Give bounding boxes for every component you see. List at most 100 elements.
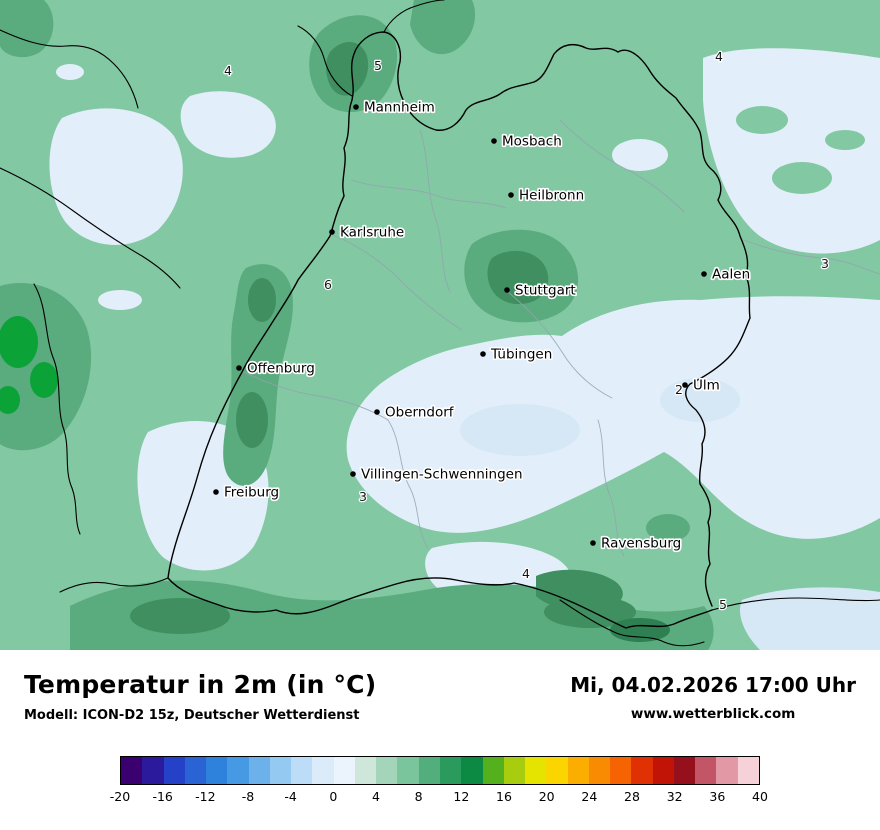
city-label: Aalen xyxy=(712,267,750,283)
colorbar-tick: 12 xyxy=(453,789,470,804)
colorbar-segment xyxy=(227,757,249,784)
website-url: www.wetterblick.com xyxy=(630,706,796,722)
city-label: Heilbronn xyxy=(519,188,584,204)
colorbar-tick: 24 xyxy=(581,789,598,804)
city-dot xyxy=(701,271,707,277)
city-label: Mosbach xyxy=(502,134,562,150)
colorbar-segment xyxy=(525,757,547,784)
city-label: Tübingen xyxy=(490,347,552,363)
temperature-values-layer: 4 5 4 3 6 2 3 4 5 xyxy=(223,48,830,613)
colorbar-segment xyxy=(121,757,143,784)
city-marker: Freiburg xyxy=(213,483,281,502)
colorbar-segment xyxy=(312,757,334,784)
colorbar-segment xyxy=(482,757,504,784)
colorbar-segment xyxy=(163,757,185,784)
colorbar-segment xyxy=(291,757,313,784)
colorbar-segment xyxy=(418,757,440,784)
colorbar-tick: 8 xyxy=(414,789,423,804)
valid-datetime: Mi, 04.02.2026 17:00 Uhr xyxy=(570,673,856,697)
temperature-value: 2 xyxy=(675,382,683,397)
city-label: Freiburg xyxy=(224,485,279,501)
footer-header: Temperatur in 2m (in °C) Modell: ICON-D2… xyxy=(24,670,856,723)
colorbar-segment xyxy=(397,757,419,784)
country-border-layer xyxy=(0,0,880,647)
colorbar-segment xyxy=(439,757,462,784)
city-marker: Karlsruhe xyxy=(329,223,406,242)
colorbar-segment xyxy=(269,757,292,784)
colorbar-gradient xyxy=(120,756,760,785)
city-marker: Tübingen xyxy=(480,345,554,364)
footer-right: Mi, 04.02.2026 17:00 Uhr www.wetterblick… xyxy=(570,670,856,722)
colorbar-tick: 28 xyxy=(624,789,640,804)
city-dot xyxy=(480,351,486,357)
colorbar-tick: 20 xyxy=(538,789,555,804)
colorbar-tick: -8 xyxy=(241,789,255,804)
colorbar-segment xyxy=(142,757,164,784)
colorbar-tick-labels: -20 -16 -12 -8 -4 0 4 8 12 16 20 24 28 32 36 40 xyxy=(110,789,768,807)
city-marker: Heilbronn xyxy=(508,186,586,205)
city-labels-layer: Mannheim Mosbach Heilbronn Karlsruhe Stuttga… xyxy=(213,98,752,553)
city-marker: Offenburg xyxy=(236,359,316,378)
colorbar-segment xyxy=(546,757,568,784)
colorbar-tick: -4 xyxy=(284,789,297,804)
colorbar-segment xyxy=(695,757,717,784)
colorbar-segment xyxy=(248,757,270,784)
city-dot xyxy=(374,409,380,415)
temperature-value: 5 xyxy=(719,597,727,612)
colorbar-segment xyxy=(184,757,207,784)
city-label: Villingen-Schwenningen xyxy=(361,467,523,483)
map-footer: Temperatur in 2m (in °C) Modell: ICON-D2… xyxy=(0,650,880,830)
colorbar-tick: 40 xyxy=(752,789,768,804)
city-label: Ulm xyxy=(693,378,720,394)
temperature-map: 4 5 4 3 6 2 3 4 5 Mannheim Mosbach Heilbronn Karlsr… xyxy=(0,0,880,650)
city-label: Oberndorf xyxy=(385,405,455,421)
city-dot xyxy=(491,138,497,144)
city-marker: Mosbach xyxy=(491,132,563,151)
city-marker: Villingen-Schwenningen xyxy=(350,465,524,484)
city-dot xyxy=(213,489,219,495)
colorbar-segment xyxy=(333,757,355,784)
colorbar-tick: -12 xyxy=(195,789,216,804)
colorbar-tick: 4 xyxy=(372,789,380,804)
temperature-value: 4 xyxy=(522,566,530,581)
temperature-value: 5 xyxy=(374,58,382,73)
map-title: Temperatur in 2m (in °C) xyxy=(24,670,377,699)
city-label: Offenburg xyxy=(247,361,315,377)
district-border-layer xyxy=(243,119,880,557)
city-dot xyxy=(504,287,510,293)
temperature-value: 6 xyxy=(324,277,332,292)
city-marker: Aalen xyxy=(701,265,752,284)
colorbar-segment xyxy=(567,757,589,784)
colorbar-segment xyxy=(673,757,696,784)
city-label: Ravensburg xyxy=(601,536,681,552)
colorbar-segment xyxy=(737,757,759,784)
city-label: Mannheim xyxy=(364,100,435,116)
colorbar-segment xyxy=(652,757,674,784)
city-marker: Mannheim xyxy=(353,98,436,117)
map-area: 4 5 4 3 6 2 3 4 5 Mannheim Mosbach Heilbronn Karlsr… xyxy=(0,0,880,650)
colorbar-segment xyxy=(461,757,483,784)
colorbar-segment xyxy=(503,757,526,784)
temperature-value: 4 xyxy=(715,49,723,64)
colorbar-segment xyxy=(588,757,611,784)
colorbar-tick: -16 xyxy=(152,789,173,804)
city-dot xyxy=(353,104,359,110)
colorbar-tick: 0 xyxy=(329,789,338,804)
city-dot xyxy=(508,192,514,198)
colorbar-segment xyxy=(716,757,738,784)
footer-left: Temperatur in 2m (in °C) Modell: ICON-D2… xyxy=(24,670,376,723)
city-label: Karlsruhe xyxy=(340,225,404,241)
colorbar-segment xyxy=(631,757,653,784)
colorbar-segment xyxy=(206,757,228,784)
city-dot xyxy=(350,471,356,477)
colorbar-tick: 32 xyxy=(666,789,683,804)
colorbar-tick: 36 xyxy=(709,789,726,804)
temperature-value: 4 xyxy=(224,63,232,78)
city-dot xyxy=(236,365,242,371)
temperature-fill-layer xyxy=(0,0,880,650)
city-label: Stuttgart xyxy=(515,283,576,299)
colorbar-segment xyxy=(610,757,632,784)
colorbar-tick: -20 xyxy=(109,789,131,804)
city-marker: Ulm xyxy=(682,376,721,395)
temperature-value: 3 xyxy=(359,489,367,504)
